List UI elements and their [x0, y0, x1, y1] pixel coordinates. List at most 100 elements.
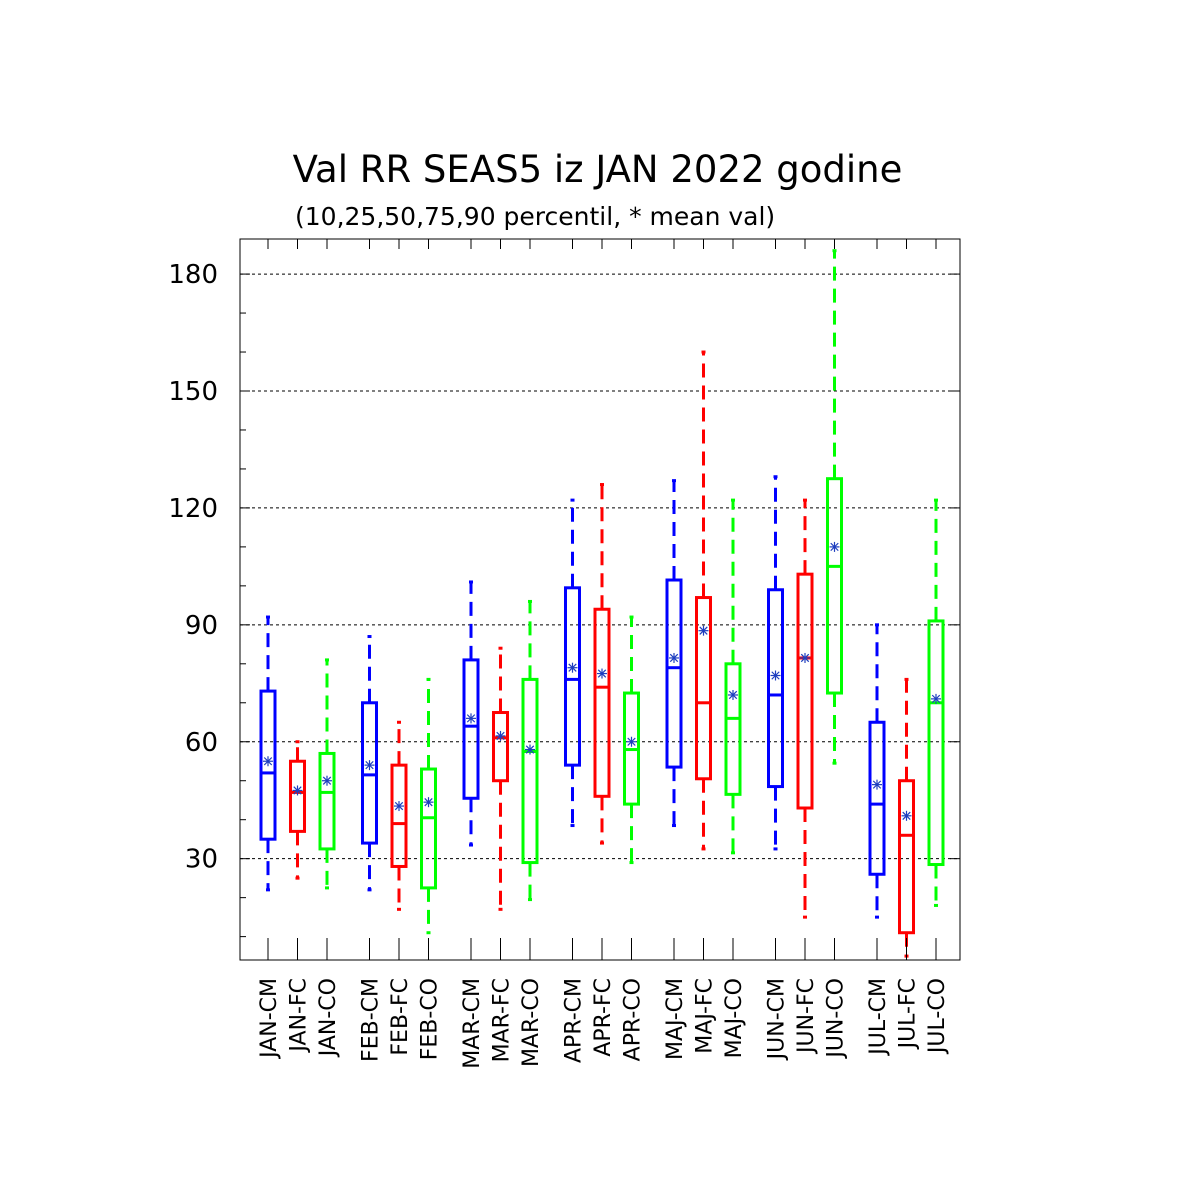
x-tick-label: APR-CM [562, 978, 587, 1063]
box-feb-fc [390, 720, 408, 911]
y-tick-label: 60 [185, 728, 218, 758]
box-jan-fc [289, 740, 306, 880]
box-jun-cm [767, 475, 784, 851]
chart-subtitle: (10,25,50,75,90 percentil, * mean val) [295, 202, 776, 231]
box-jul-fc [898, 677, 915, 958]
mean-marker [322, 775, 332, 786]
x-tick-label: MAR-CO [519, 978, 544, 1067]
x-tick-label: FEB-CO [418, 978, 443, 1060]
chart-title: Val RR SEAS5 iz JAN 2022 godine [292, 148, 903, 191]
mean-marker-stroke [496, 731, 505, 741]
mean-marker [292, 785, 303, 796]
mean-marker-stroke [872, 780, 882, 789]
x-tick-label: JAN-CO [316, 978, 341, 1058]
mean-marker [800, 652, 810, 663]
iqr-box [420, 767, 437, 890]
mean-marker-stroke [568, 663, 577, 672]
grid-lines [240, 273, 960, 860]
mean-marker-stroke [830, 542, 839, 552]
x-tick-label: JUN-CM [765, 978, 790, 1061]
iqr-box [826, 477, 843, 695]
iqr-box [390, 763, 408, 868]
mean-marker-stroke [771, 671, 780, 680]
mean-marker [698, 625, 709, 636]
iqr-box [318, 751, 336, 851]
mean-marker [525, 744, 535, 755]
box-maj-co [724, 498, 742, 855]
box-jan-co [318, 658, 336, 890]
mean-marker-stroke [669, 653, 679, 663]
x-tick-label: JAN-FC [287, 978, 312, 1054]
mean-marker [931, 693, 941, 704]
x-tick-label: JUL-CM [866, 978, 891, 1057]
mean-marker-stroke [597, 669, 607, 678]
iqr-box [492, 711, 509, 783]
mean-marker [495, 730, 506, 741]
x-tick-label: JUL-CO [925, 978, 950, 1055]
box-jan-cm [259, 615, 277, 892]
y-tick-label: 30 [185, 845, 218, 875]
box-apr-fc [593, 483, 611, 845]
iqr-box [898, 779, 915, 935]
iqr-box [868, 720, 886, 876]
x-tick-label: JUN-FC [794, 978, 819, 1055]
iqr-box [289, 759, 306, 833]
plot-frame [239, 238, 961, 961]
mean-marker-stroke [424, 797, 433, 807]
mean-marker [728, 689, 738, 700]
mean-marker-stroke [800, 653, 810, 663]
x-tick-label: MAR-FC [490, 978, 515, 1062]
box-jun-co [826, 249, 843, 765]
mean-marker [872, 779, 882, 790]
mean-marker [466, 713, 476, 724]
box-apr-cm [564, 498, 581, 828]
mean-marker [626, 736, 637, 747]
mean-marker [423, 797, 434, 808]
mean-marker-stroke [293, 786, 302, 795]
x-tick-label: FEB-FC [388, 978, 413, 1056]
iqr-box [796, 572, 814, 810]
y-tick-label: 150 [168, 377, 218, 407]
x-tick-label: MAJ-CO [722, 978, 747, 1058]
iqr-box [724, 662, 742, 796]
mean-marker-stroke [525, 745, 535, 754]
x-tick-label: JUL-FC [896, 978, 921, 1050]
iqr-box [927, 619, 945, 867]
mean-marker [597, 668, 607, 679]
box-mar-co [521, 599, 539, 902]
mean-marker-stroke [322, 776, 332, 785]
x-tick-label: MAR-CM [460, 978, 485, 1069]
x-tick-label: MAJ-FC [693, 978, 718, 1054]
iqr-box [564, 586, 581, 767]
box-maj-cm [665, 479, 683, 828]
mean-marker [669, 652, 679, 663]
x-tick-label: APR-CO [621, 978, 646, 1061]
box-jul-cm [868, 623, 886, 919]
box-jun-fc [796, 498, 814, 919]
mean-marker-stroke [365, 760, 374, 770]
y-tick-label: 180 [168, 260, 218, 290]
box-feb-cm [361, 635, 378, 892]
iqr-box [361, 701, 378, 845]
y-tick-label: 90 [185, 611, 218, 641]
box-mar-cm [462, 580, 480, 847]
x-tick-label: APR-FC [591, 978, 616, 1057]
mean-marker-stroke [627, 737, 636, 746]
mean-marker-stroke [699, 626, 708, 635]
box-feb-co [420, 677, 437, 935]
mean-marker [770, 670, 781, 681]
x-tick-label: JAN-CM [257, 978, 282, 1060]
x-tick-label: FEB-CM [359, 978, 384, 1062]
iqr-box [259, 689, 277, 841]
mean-marker [364, 760, 375, 771]
iqr-box [521, 677, 539, 865]
iqr-box [665, 578, 683, 769]
mean-marker [263, 756, 273, 767]
box-series [259, 249, 945, 958]
x-tick-label: JUN-CO [824, 978, 849, 1060]
box-maj-fc [695, 350, 712, 851]
iqr-box [695, 596, 712, 781]
mean-marker [829, 541, 840, 552]
mean-marker-stroke [931, 694, 941, 704]
